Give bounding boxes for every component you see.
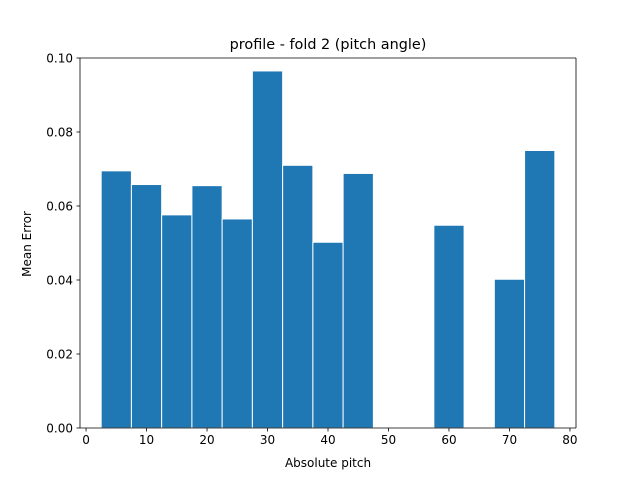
chart-title: profile - fold 2 (pitch angle) — [230, 37, 427, 53]
bars-layer — [100, 70, 556, 429]
bar — [161, 214, 193, 429]
y-tick-label: 0.00 — [46, 422, 73, 436]
bar — [221, 218, 253, 429]
bar — [251, 70, 284, 429]
x-tick-label: 70 — [502, 433, 517, 447]
y-axis-label: Mean Error — [20, 211, 34, 277]
bar — [433, 224, 465, 429]
x-tick-label: 20 — [199, 433, 214, 447]
x-tick-label: 60 — [441, 433, 456, 447]
y-tick-label: 0.02 — [46, 348, 73, 362]
bar — [312, 241, 344, 429]
x-tick-label: 50 — [381, 433, 396, 447]
bar — [493, 278, 526, 429]
bar — [100, 170, 132, 429]
x-tick-label: 10 — [139, 433, 154, 447]
y-tick-label: 0.04 — [46, 274, 73, 288]
x-tick-label: 40 — [320, 433, 335, 447]
x-axis-ticks: 0 10 20 30 40 50 60 70 80 — [82, 428, 578, 447]
bar — [524, 150, 556, 429]
bar — [342, 172, 374, 429]
x-tick-label: 0 — [82, 433, 90, 447]
bar — [130, 184, 163, 429]
y-tick-label: 0.10 — [46, 52, 73, 66]
x-tick-label: 30 — [260, 433, 275, 447]
x-tick-label: 80 — [562, 433, 577, 447]
bar — [191, 185, 223, 429]
y-tick-label: 0.08 — [46, 126, 73, 140]
y-tick-label: 0.06 — [46, 200, 73, 214]
y-axis-ticks: 0.00 0.02 0.04 0.06 0.08 0.10 — [46, 52, 80, 436]
bar — [282, 164, 314, 429]
x-axis-label: Absolute pitch — [285, 456, 371, 470]
